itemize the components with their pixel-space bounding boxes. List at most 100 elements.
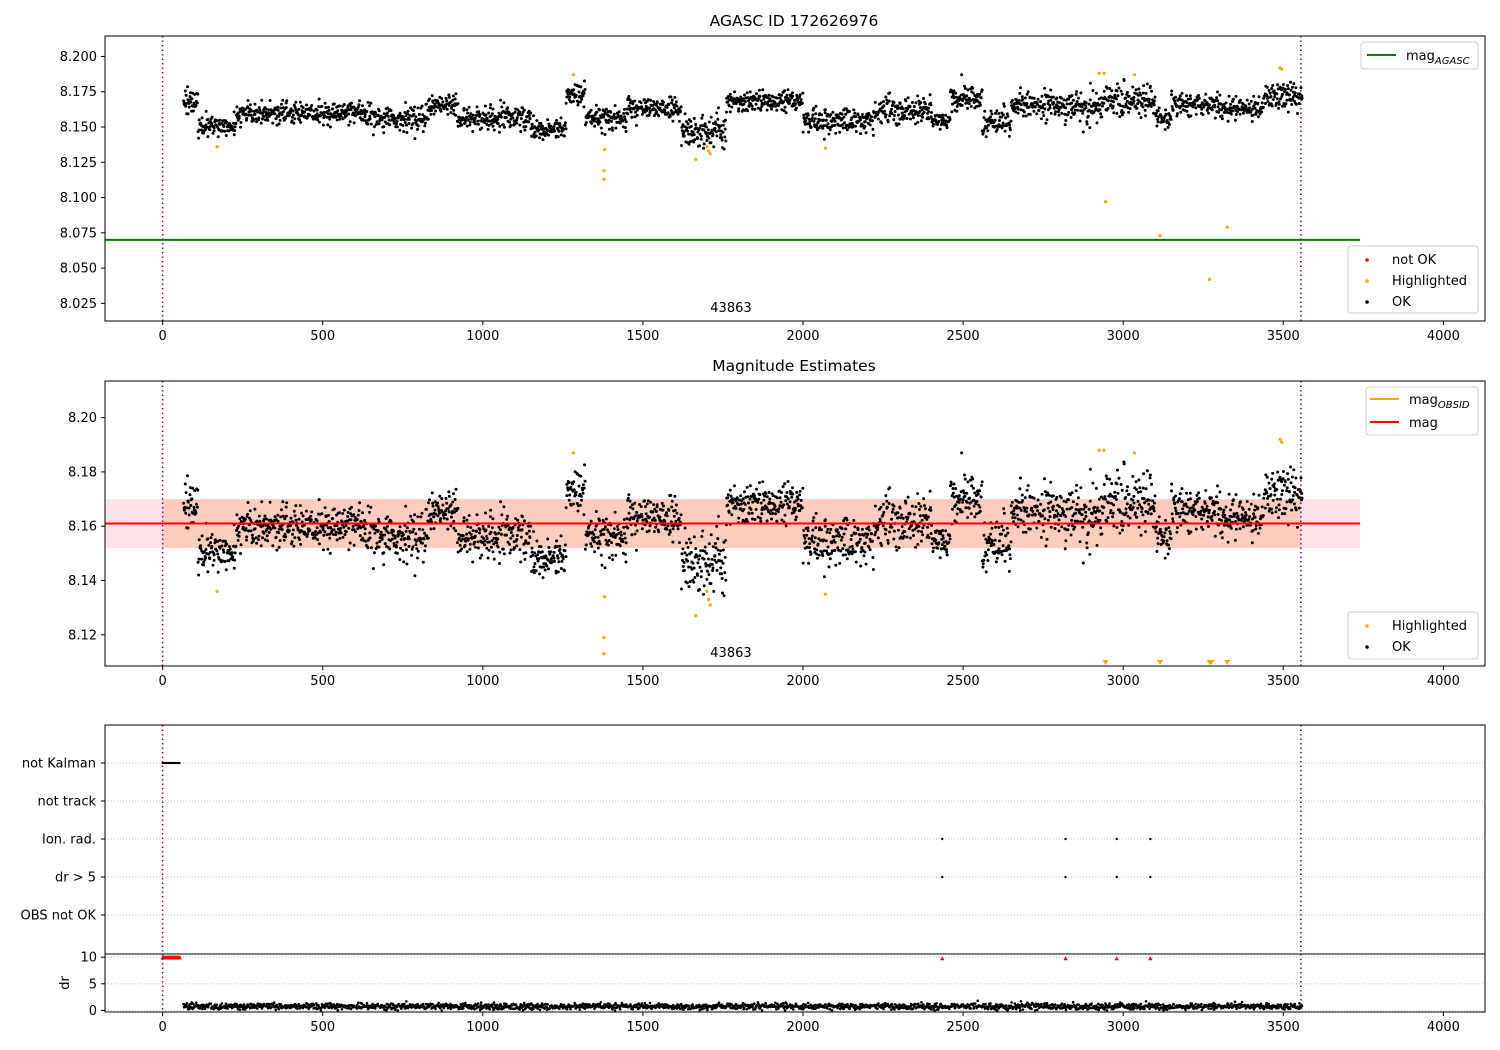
ok-point — [490, 539, 494, 543]
ok-point — [232, 133, 236, 137]
ok-point — [833, 548, 837, 552]
ok-point — [284, 101, 288, 105]
ok-point — [263, 514, 267, 518]
ok-point — [857, 540, 861, 544]
ok-point — [496, 118, 500, 121]
ok-point — [1140, 102, 1144, 106]
ok-point — [689, 541, 693, 545]
ok-point — [449, 503, 453, 507]
ok-point — [565, 95, 569, 99]
ok-point — [433, 103, 437, 106]
ok-point — [276, 513, 280, 517]
ok-point — [627, 493, 631, 497]
ok-point — [253, 112, 257, 116]
ok-point — [350, 505, 353, 509]
ok-point — [1016, 111, 1020, 115]
ok-point — [194, 511, 198, 515]
ok-point — [438, 494, 442, 498]
ok-point — [414, 532, 418, 536]
ok-point — [972, 486, 975, 490]
ok-point — [1283, 104, 1287, 108]
ok-point — [535, 539, 539, 543]
ok-point — [666, 524, 670, 528]
ok-point — [502, 552, 506, 556]
ok-point — [184, 104, 188, 108]
ok-point — [687, 537, 691, 541]
ok-point — [680, 587, 683, 591]
ok-point — [244, 112, 248, 116]
ok-point — [1169, 117, 1173, 121]
ok-point — [1056, 110, 1060, 114]
ok-point — [1071, 98, 1075, 102]
ok-point — [994, 525, 998, 529]
ok-point — [817, 553, 821, 557]
ok-point — [885, 101, 889, 105]
ok-point — [429, 112, 433, 116]
ok-point — [471, 130, 475, 133]
ok-point — [413, 137, 417, 141]
ok-point — [814, 104, 818, 108]
ok-point — [1164, 113, 1168, 117]
ok-point — [556, 554, 559, 558]
ok-point — [762, 498, 766, 502]
ok-point — [927, 106, 930, 110]
ok-point — [1107, 99, 1110, 103]
ok-point — [680, 552, 684, 556]
highlighted-point — [1103, 200, 1108, 204]
ok-point — [417, 112, 421, 116]
ok-point — [682, 130, 686, 134]
ok-point — [652, 530, 656, 533]
ok-point — [941, 113, 945, 117]
ok-point — [629, 110, 633, 114]
ok-point — [246, 512, 250, 516]
ok-point — [966, 88, 970, 92]
ok-point — [1005, 112, 1009, 116]
ok-point — [335, 524, 339, 528]
ok-point — [1045, 118, 1049, 122]
ok-point — [1039, 535, 1043, 539]
legend-highlighted-label: Highlighted — [1392, 274, 1467, 289]
ok-point — [257, 534, 261, 538]
ok-point — [1004, 534, 1008, 538]
ok-point — [773, 505, 777, 508]
ok-point — [264, 517, 268, 521]
ok-point — [1296, 112, 1299, 115]
ok-point — [975, 500, 979, 504]
ok-point — [863, 120, 867, 124]
ok-point — [223, 129, 227, 133]
ok-point — [1207, 103, 1211, 107]
ok-point — [442, 516, 446, 520]
ok-point — [997, 547, 1001, 551]
ok-point — [716, 548, 720, 552]
ok-point — [801, 486, 805, 490]
ok-point — [1003, 129, 1007, 133]
ok-point — [981, 565, 985, 569]
ok-point — [417, 527, 421, 531]
highlighted-point — [1097, 71, 1101, 75]
ok-point — [339, 112, 343, 116]
ok-point — [699, 124, 703, 128]
ok-point — [328, 125, 332, 129]
ok-point — [239, 552, 242, 555]
ok-point — [721, 561, 725, 565]
ok-point — [783, 89, 787, 93]
ok-point — [723, 135, 727, 139]
ok-point — [540, 124, 544, 128]
ok-point — [788, 98, 792, 102]
ok-point — [734, 102, 738, 106]
ok-point — [508, 542, 511, 546]
legend-ok-label: OK — [1392, 295, 1411, 310]
ok-point — [635, 510, 639, 514]
ok-point — [421, 528, 425, 532]
ok-point — [1019, 86, 1022, 90]
ok-point — [254, 536, 258, 540]
ok-point — [612, 531, 616, 535]
ok-point — [902, 534, 906, 538]
ok-point — [1019, 476, 1022, 480]
ok-point — [713, 126, 717, 130]
ok-point — [468, 547, 472, 551]
ok-point — [711, 545, 715, 549]
x-tick-label-1-5: 2500 — [947, 329, 980, 344]
ok-point — [711, 566, 715, 570]
ok-point — [379, 530, 383, 534]
